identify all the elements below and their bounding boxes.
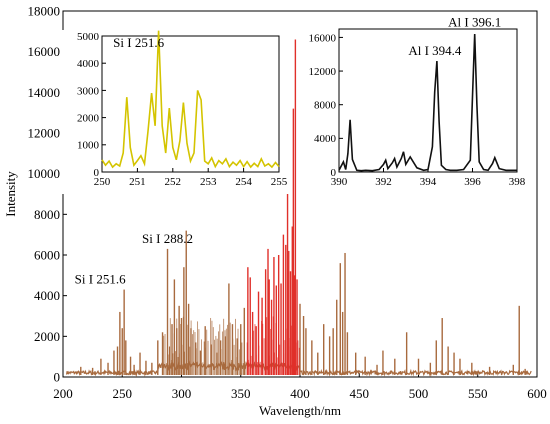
y-tick-label: 4000 — [34, 288, 60, 303]
y-tick-label: 16000 — [309, 32, 337, 44]
x-tick-label: 252 — [165, 176, 182, 188]
x-tick-label: 550 — [468, 386, 488, 401]
y-tick-label: 4000 — [77, 58, 100, 70]
y-tick-label: 1000 — [77, 140, 100, 152]
y-tick-label: 14000 — [28, 85, 61, 100]
plot-frame — [101, 35, 280, 173]
y-tick-label: 12000 — [28, 126, 61, 141]
y-tick-label: 2000 — [77, 112, 100, 124]
x-tick-label: 398 — [509, 176, 526, 188]
y-tick-label: 0 — [94, 167, 100, 179]
y-tick-label: 16000 — [28, 44, 61, 59]
x-tick-label: 350 — [231, 386, 251, 401]
x-tick-label: 251 — [129, 176, 146, 188]
x-tick-label: 250 — [94, 176, 111, 188]
x-tick-label: 250 — [113, 386, 133, 401]
y-tick-label: 12000 — [309, 66, 337, 78]
inset-spectrum-line — [338, 33, 517, 172]
y-tick-label: 0 — [54, 370, 61, 385]
y-tick-label: 10000 — [28, 166, 61, 181]
x-tick-label: 400 — [290, 386, 310, 401]
y-axis-label: Intensity — [3, 171, 18, 217]
inset-background — [299, 23, 527, 194]
x-tick-label: 255 — [271, 176, 288, 188]
x-axis-label: Wavelength/nm — [259, 403, 341, 418]
y-tick-label: 0 — [331, 167, 337, 179]
x-tick-label: 450 — [350, 386, 370, 401]
x-tick-label: 396 — [464, 176, 481, 188]
y-tick-label: 8000 — [314, 100, 337, 112]
x-tick-label: 200 — [53, 386, 73, 401]
main-chart: 200 250 300 350 400 450 500 550 6000200040006000… — [3, 4, 547, 418]
y-tick-label: 2000 — [34, 329, 60, 344]
y-tick-label: 18000 — [28, 4, 61, 19]
peak-annotation: Si I 251.6 — [113, 35, 164, 50]
x-tick-label: 392 — [375, 176, 392, 188]
y-tick-label: 3000 — [77, 85, 100, 97]
x-tick-label: 254 — [235, 176, 252, 188]
inset-right-chart: 390 392 394 396 398 0 4000 8000 12000 16000 Al I 3… — [299, 14, 527, 194]
x-tick-label: 500 — [409, 386, 429, 401]
peak-annotation: Al I 396.1 — [448, 14, 501, 29]
x-tick-label: 300 — [172, 386, 192, 401]
y-tick-label: 8000 — [34, 207, 60, 222]
y-tick-label: 4000 — [314, 133, 337, 145]
peak-annotation: Si I 288.2 — [142, 231, 193, 246]
peak-annotation: Al I 394.4 — [408, 43, 462, 58]
x-tick-label: 390 — [331, 176, 348, 188]
x-tick-label: 600 — [527, 386, 547, 401]
y-tick-label: 6000 — [34, 248, 60, 263]
inset-left-chart: 250 251 252 253 254 255 0 1000 2000 3000 4000 5000 S… — [62, 30, 289, 194]
spectrum-peaks — [80, 39, 526, 375]
y-tick-label: 5000 — [77, 31, 100, 43]
spectrum-baseline — [66, 360, 532, 377]
peak-annotation: Si I 251.6 — [75, 272, 126, 287]
inset-spectrum-line — [101, 30, 280, 169]
x-tick-label: 253 — [200, 176, 217, 188]
x-tick-label: 394 — [420, 176, 437, 188]
